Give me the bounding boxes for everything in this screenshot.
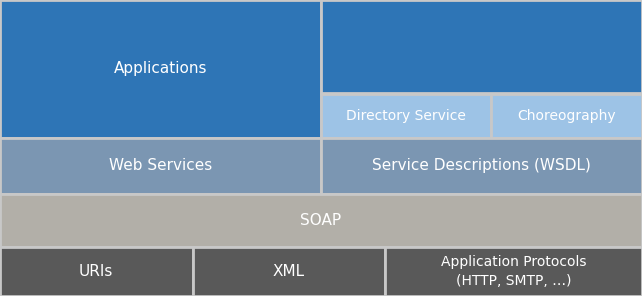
Text: Web Services: Web Services: [109, 158, 212, 173]
Text: URIs: URIs: [79, 264, 114, 279]
FancyBboxPatch shape: [321, 0, 642, 93]
Text: XML: XML: [273, 264, 305, 279]
FancyBboxPatch shape: [321, 138, 642, 194]
FancyBboxPatch shape: [321, 94, 491, 138]
Text: SOAP: SOAP: [300, 213, 342, 228]
FancyBboxPatch shape: [0, 247, 193, 296]
Text: Directory Service: Directory Service: [346, 109, 466, 123]
FancyBboxPatch shape: [491, 94, 642, 138]
Text: Service Descriptions (WSDL): Service Descriptions (WSDL): [372, 158, 591, 173]
Text: Choreography: Choreography: [517, 109, 616, 123]
FancyBboxPatch shape: [0, 194, 642, 247]
Text: Application Protocols
(HTTP, SMTP, …): Application Protocols (HTTP, SMTP, …): [441, 255, 586, 288]
FancyBboxPatch shape: [385, 247, 642, 296]
FancyBboxPatch shape: [0, 138, 321, 194]
Text: Applications: Applications: [114, 61, 207, 76]
FancyBboxPatch shape: [193, 247, 385, 296]
FancyBboxPatch shape: [0, 0, 321, 138]
